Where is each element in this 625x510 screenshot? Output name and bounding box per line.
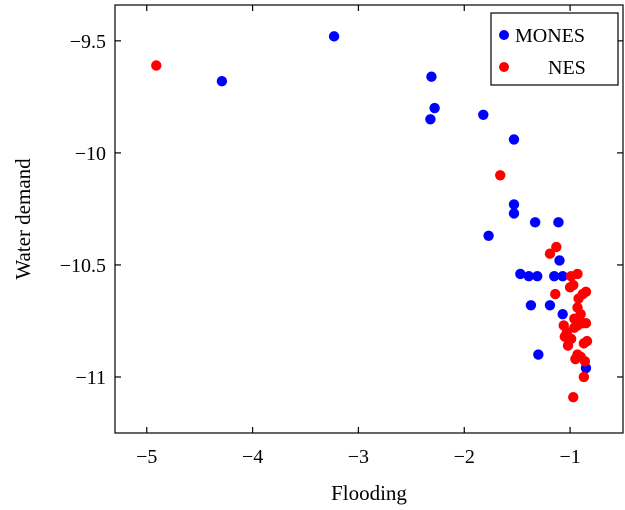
data-point-mones <box>508 134 520 145</box>
y-tick-label: −10 <box>75 143 106 165</box>
data-point-nes <box>572 268 583 280</box>
series-nes <box>151 60 593 403</box>
legend-marker-mones <box>499 30 509 40</box>
series-mones <box>216 31 592 374</box>
x-tick-label: −4 <box>242 446 263 468</box>
data-point-mones <box>532 270 543 282</box>
data-point-nes <box>580 286 592 298</box>
data-point-mones <box>544 300 556 311</box>
data-point-nes <box>581 335 593 347</box>
data-point-mones <box>483 230 494 242</box>
data-point-mones <box>328 31 340 42</box>
data-point-mones <box>508 199 520 210</box>
data-point-nes <box>495 170 506 181</box>
legend-label-nes: NES <box>548 57 586 79</box>
y-tick-label: −9.5 <box>70 31 106 53</box>
data-point-mones <box>478 109 489 121</box>
data-point-nes <box>544 248 556 259</box>
x-tick-label: −1 <box>559 446 580 468</box>
data-point-nes <box>578 371 590 383</box>
y-axis-label: Water demand <box>11 158 35 280</box>
data-point-mones <box>426 71 437 82</box>
data-point-mones <box>515 268 526 280</box>
data-point-mones <box>429 102 440 114</box>
x-tick-label: −2 <box>454 446 475 468</box>
data-point-mones <box>216 75 228 87</box>
data-point-nes <box>568 391 579 403</box>
data-point-mones <box>557 270 568 282</box>
data-point-mones <box>523 270 535 282</box>
data-point-nes <box>580 317 592 329</box>
plot-frame <box>114 4 624 434</box>
legend-box <box>490 12 619 86</box>
data-point-nes <box>550 288 561 300</box>
y-tick-label: −10.5 <box>60 255 106 277</box>
data-point-nes <box>562 340 574 351</box>
data-point-nes <box>151 60 162 71</box>
x-axis-label: Flooding <box>331 481 407 505</box>
data-point-mones <box>525 300 537 311</box>
data-point-mones <box>533 349 544 360</box>
legend-label-mones: MONES <box>515 25 585 47</box>
legend: MONES NES <box>490 12 619 86</box>
data-point-mones <box>554 255 565 266</box>
data-point-mones <box>549 270 560 282</box>
ticks-layer: −5 −4 −3 −2 −1 −9.5 −10 −10.5 −11 <box>60 5 623 468</box>
data-point-mones <box>425 114 436 125</box>
x-tick-label: −3 <box>348 446 369 468</box>
data-point-nes <box>568 279 579 291</box>
data-point-nes <box>551 241 562 253</box>
data-point-mones <box>508 208 520 219</box>
data-point-mones <box>557 309 568 320</box>
data-point-nes <box>570 353 581 365</box>
x-tick-label: −5 <box>136 446 157 468</box>
y-tick-label: −11 <box>75 367 106 389</box>
data-point-mones <box>553 217 564 228</box>
points-layer <box>151 31 593 403</box>
legend-marker-nes <box>499 62 509 72</box>
data-point-mones <box>529 217 541 228</box>
data-point-nes <box>579 356 591 367</box>
